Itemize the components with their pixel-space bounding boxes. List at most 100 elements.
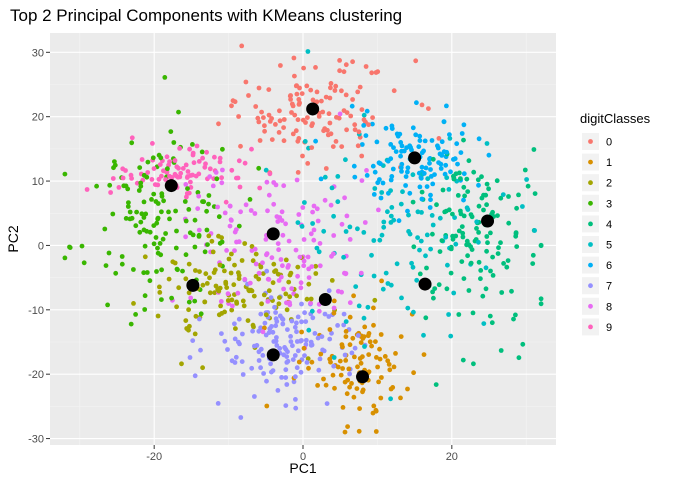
data-point-class-6 [413, 132, 419, 138]
data-point-class-3 [79, 243, 85, 249]
data-point-class-2 [174, 304, 180, 310]
data-point-class-7 [262, 320, 268, 326]
data-point-class-8 [271, 201, 277, 207]
data-point-class-9 [204, 149, 210, 155]
data-point-class-9 [234, 175, 239, 181]
data-point-class-9 [151, 166, 157, 172]
data-point-class-4 [485, 240, 490, 246]
data-point-class-4 [417, 271, 423, 277]
data-point-class-6 [417, 133, 423, 139]
data-point-class-6 [441, 119, 447, 124]
data-point-class-6 [405, 169, 410, 175]
data-point-class-2 [210, 249, 216, 255]
data-point-class-5 [500, 192, 506, 198]
data-point-class-8 [247, 280, 253, 286]
data-point-class-4 [450, 236, 456, 242]
data-point-class-9 [217, 159, 223, 165]
data-point-class-4 [488, 230, 493, 236]
data-point-class-4 [470, 310, 476, 316]
data-point-class-3 [187, 230, 193, 236]
data-point-class-2 [247, 288, 252, 293]
data-point-class-8 [265, 208, 270, 214]
data-point-class-5 [451, 290, 457, 296]
data-point-class-5 [520, 204, 525, 209]
legend-swatch [588, 324, 593, 330]
data-point-class-2 [183, 276, 189, 282]
data-point-class-7 [263, 332, 269, 338]
legend-label: 2 [606, 178, 612, 190]
data-point-class-5 [417, 247, 422, 253]
data-point-class-7 [258, 365, 263, 371]
data-point-class-3 [134, 209, 140, 215]
data-point-class-0 [238, 143, 243, 149]
data-point-class-8 [342, 195, 347, 201]
data-point-class-8 [328, 202, 334, 208]
data-point-class-7 [347, 371, 352, 377]
data-point-class-8 [284, 300, 289, 306]
cluster-center-point [318, 293, 332, 307]
data-point-class-0 [343, 62, 349, 68]
data-point-class-5 [355, 226, 360, 232]
data-point-class-1 [354, 386, 360, 391]
data-point-class-0 [216, 121, 221, 127]
legend-swatch [588, 221, 593, 227]
y-axis-label: PC2 [5, 225, 21, 252]
data-point-class-7 [327, 336, 333, 342]
cluster-center-point [266, 348, 280, 362]
data-point-class-6 [388, 177, 394, 183]
data-point-class-0 [291, 55, 297, 61]
data-point-class-7 [291, 379, 297, 385]
data-point-class-7 [319, 334, 325, 339]
data-point-class-2 [250, 322, 256, 328]
data-point-class-4 [538, 296, 544, 302]
data-point-class-9 [249, 146, 254, 152]
data-point-class-1 [398, 395, 403, 401]
data-point-class-0 [327, 120, 333, 126]
data-point-class-6 [424, 184, 430, 190]
data-point-class-5 [524, 177, 529, 182]
data-point-class-5 [483, 265, 489, 271]
data-point-class-2 [242, 241, 248, 246]
data-point-class-7 [270, 329, 276, 335]
data-point-class-3 [236, 223, 242, 229]
data-point-class-0 [352, 127, 358, 133]
data-point-class-7 [293, 397, 298, 402]
data-point-class-1 [331, 310, 337, 316]
data-point-class-2 [202, 299, 208, 305]
data-point-class-4 [458, 208, 463, 214]
data-point-class-7 [256, 358, 262, 363]
data-point-class-2 [263, 312, 269, 318]
legend-label: 9 [606, 322, 612, 334]
data-point-class-2 [216, 288, 222, 294]
data-point-class-0 [300, 117, 306, 123]
data-point-class-2 [142, 254, 148, 260]
data-point-class-7 [282, 345, 287, 350]
data-point-class-3 [121, 183, 127, 189]
data-point-class-9 [203, 161, 208, 167]
data-point-class-0 [426, 106, 431, 111]
data-point-class-3 [174, 228, 179, 234]
data-point-class-5 [394, 261, 400, 267]
data-point-class-4 [479, 174, 484, 180]
data-point-class-7 [281, 352, 287, 358]
data-point-class-0 [391, 88, 397, 94]
data-point-class-2 [241, 303, 247, 309]
cluster-center-point [164, 179, 178, 193]
data-point-class-3 [157, 241, 163, 246]
data-point-class-8 [260, 260, 265, 266]
data-point-class-7 [258, 346, 264, 352]
data-point-class-8 [286, 263, 291, 268]
data-point-class-9 [257, 185, 263, 191]
data-point-class-6 [405, 208, 410, 214]
data-point-class-4 [496, 245, 501, 251]
data-point-class-0 [323, 94, 329, 100]
data-point-class-4 [433, 382, 439, 387]
data-point-class-0 [341, 69, 347, 75]
data-point-class-0 [293, 128, 299, 134]
data-point-class-9 [196, 171, 202, 177]
data-point-class-7 [299, 319, 304, 325]
data-point-class-8 [358, 270, 364, 276]
data-point-class-3 [155, 216, 161, 222]
data-point-class-4 [495, 213, 500, 219]
data-point-class-1 [344, 391, 350, 397]
